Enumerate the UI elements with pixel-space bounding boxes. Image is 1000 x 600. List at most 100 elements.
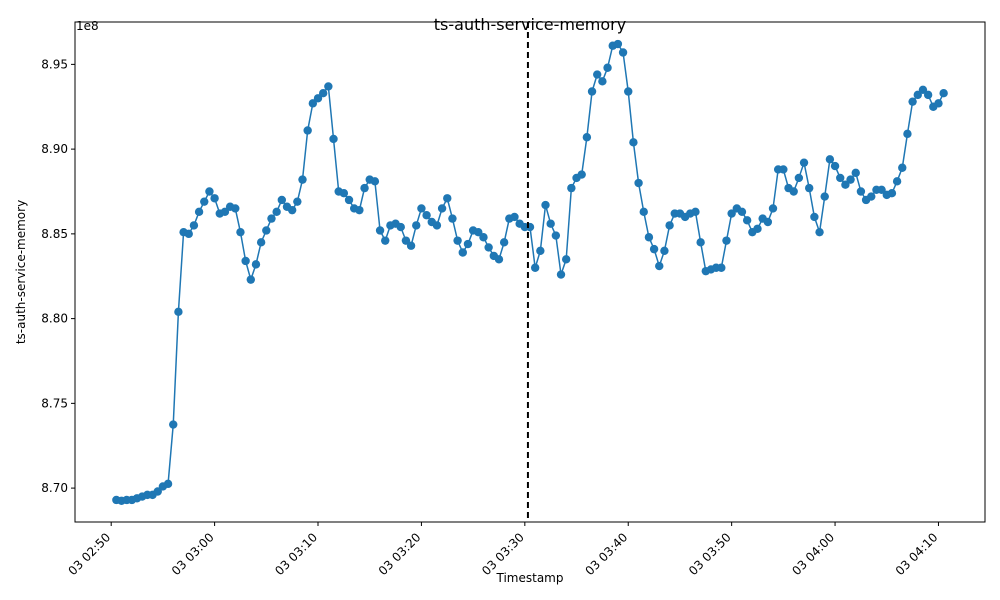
- data-point: [551, 231, 561, 240]
- data-point: [220, 207, 230, 217]
- data-point: [763, 217, 773, 227]
- plot-area: [112, 22, 948, 522]
- data-point: [655, 261, 664, 271]
- data-point: [649, 244, 659, 254]
- data-point: [908, 97, 917, 106]
- data-point: [830, 161, 840, 171]
- data-point: [200, 197, 209, 206]
- data-point: [313, 94, 323, 103]
- data-point: [722, 236, 731, 245]
- chart-title: ts-auth-service-memory: [434, 15, 626, 34]
- data-point: [867, 192, 876, 201]
- data-point: [613, 39, 623, 49]
- data-point: [603, 63, 612, 72]
- data-point: [727, 209, 736, 218]
- data-point: [189, 221, 199, 230]
- data-point: [851, 168, 860, 178]
- data-point: [768, 204, 778, 213]
- data-point: [474, 227, 483, 237]
- axes-frame: [74, 21, 986, 523]
- data-point: [344, 195, 354, 205]
- data-point: [742, 216, 752, 225]
- data-point: [825, 155, 835, 164]
- data-point: [406, 241, 416, 250]
- data-point: [251, 260, 261, 269]
- data-point: [639, 207, 648, 217]
- data-point: [634, 178, 643, 188]
- data-point: [329, 134, 338, 144]
- y-tick-label: 8.95: [41, 57, 68, 71]
- data-point: [417, 204, 426, 213]
- data-point: [887, 188, 897, 198]
- data-point: [499, 238, 509, 247]
- data-point: [360, 183, 369, 193]
- data-point: [815, 227, 824, 237]
- data-point: [939, 88, 948, 98]
- data-point: [153, 487, 162, 496]
- data-point: [479, 233, 488, 242]
- data-point: [892, 177, 902, 186]
- data-point: [277, 195, 287, 205]
- data-point: [665, 221, 674, 230]
- data-point: [318, 88, 328, 98]
- data-point: [510, 212, 519, 222]
- data-point: [163, 479, 173, 489]
- data-point: [262, 226, 271, 235]
- data-point: [174, 307, 183, 317]
- data-point: [691, 207, 700, 217]
- data-point: [293, 197, 302, 206]
- data-point: [246, 275, 255, 284]
- data-point: [923, 90, 933, 100]
- data-point: [448, 214, 457, 223]
- data-point: [846, 175, 855, 184]
- data-point: [618, 48, 628, 57]
- data-point: [298, 175, 307, 184]
- data-point: [820, 192, 829, 201]
- data-point: [660, 246, 669, 256]
- data-point: [355, 205, 364, 215]
- data-point: [396, 222, 405, 232]
- data-point: [805, 183, 814, 193]
- y-tick-label: 8.90: [41, 142, 68, 156]
- data-point: [836, 173, 845, 183]
- data-point: [629, 138, 638, 147]
- data-point: [437, 204, 447, 213]
- y-tick-label: 8.85: [41, 227, 68, 241]
- data-point: [484, 243, 493, 252]
- data-point: [303, 126, 312, 135]
- data-point: [241, 256, 250, 266]
- data-point: [799, 158, 809, 167]
- y-axis-label: ts-auth-service-memory: [14, 200, 28, 344]
- data-point: [530, 263, 540, 272]
- data-point: [287, 205, 297, 215]
- data-point: [236, 227, 245, 237]
- data-point: [934, 99, 943, 108]
- data-point: [546, 219, 555, 228]
- data-point: [737, 207, 747, 217]
- data-point: [375, 226, 385, 235]
- data-point: [381, 236, 390, 245]
- data-point: [779, 165, 788, 174]
- data-point: [432, 221, 442, 230]
- data-point: [587, 87, 597, 96]
- data-point: [810, 212, 819, 222]
- data-point: [443, 194, 452, 203]
- data-point: [458, 248, 467, 257]
- data-point: [169, 420, 178, 429]
- data-point: [582, 133, 592, 142]
- data-point: [194, 207, 204, 217]
- data-point: [556, 270, 566, 279]
- data-point: [841, 180, 850, 189]
- data-point: [903, 129, 912, 139]
- y-axis-scale-label: 1e8: [76, 19, 99, 33]
- data-point: [272, 207, 281, 217]
- data-point: [370, 177, 380, 186]
- data-point: [856, 187, 866, 196]
- data-point: [231, 204, 240, 213]
- data-point: [898, 163, 907, 172]
- data-point: [494, 255, 504, 264]
- data-point: [913, 90, 922, 100]
- data-point: [877, 185, 886, 194]
- data-point: [541, 200, 550, 210]
